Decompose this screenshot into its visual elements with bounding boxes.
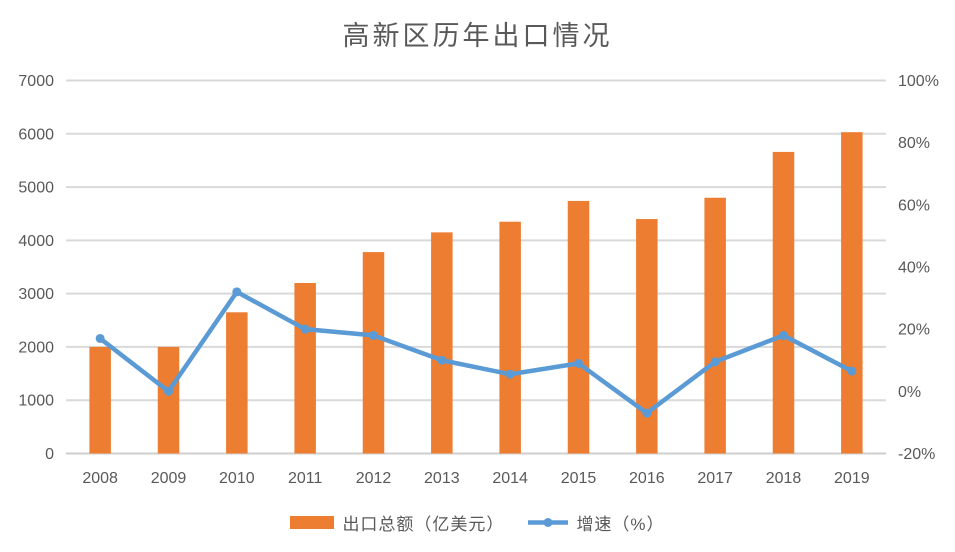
left-axis-label-2000: 2000 — [18, 339, 54, 356]
legend-label-growth: 增速（%） — [576, 515, 665, 534]
left-axis-label-6000: 6000 — [18, 126, 54, 143]
legend-bar-swatch — [290, 516, 335, 529]
legend-item-growth: 增速（%） — [528, 510, 664, 535]
growth-marker-2009 — [164, 386, 173, 396]
growth-line — [97, 289, 855, 416]
bar-2010 — [226, 312, 248, 454]
growth-marker-2011 — [300, 324, 310, 334]
right-axis-label-20%: 20% — [898, 322, 930, 339]
growth-marker-2013 — [437, 355, 447, 365]
x-axis-label-2010: 2010 — [219, 470, 255, 487]
bar-2013 — [431, 232, 453, 454]
x-axis-label-2016: 2016 — [629, 470, 665, 487]
left-axis-label-1000: 1000 — [18, 393, 54, 410]
bar-2016 — [636, 219, 658, 454]
left-axis-label-0: 0 — [45, 446, 54, 463]
legend-item-exports: 出口总额（亿美元） — [290, 510, 504, 535]
x-axis-label-2008: 2008 — [82, 470, 118, 487]
growth-marker-2015 — [574, 358, 583, 368]
x-axis-label-2011: 2011 — [288, 470, 323, 487]
bar-2012 — [362, 252, 385, 454]
growth-marker-2016 — [642, 408, 652, 418]
left-axis-label-3000: 3000 — [18, 286, 54, 303]
bar-2011 — [294, 282, 316, 454]
growth-marker-2008 — [95, 333, 105, 343]
right-axis-label-40%: 40% — [898, 260, 930, 277]
bar-2019 — [841, 132, 863, 454]
growth-marker-2012 — [369, 330, 378, 340]
bar-2014 — [499, 221, 521, 454]
x-axis-label-2019: 2019 — [834, 470, 870, 487]
legend-line-marker-icon — [528, 518, 569, 527]
right-axis-label-80%: 80% — [898, 135, 930, 152]
x-axis-label-2018: 2018 — [766, 470, 802, 487]
x-axis-label-2017: 2017 — [697, 470, 733, 487]
left-axis-label-7000: 7000 — [18, 73, 54, 90]
bar-2009 — [157, 346, 180, 454]
chart-legend: 出口总额（亿美元） 增速（%） — [0, 510, 955, 535]
bar-2018 — [772, 151, 795, 454]
growth-marker-2014 — [505, 369, 515, 379]
right-axis-label-100%: 100% — [898, 73, 939, 90]
x-axis-label-2013: 2013 — [424, 470, 460, 487]
right-axis-label-0%: 0% — [898, 384, 921, 401]
left-axis-label-4000: 4000 — [18, 233, 54, 250]
legend-label-exports: 出口总额（亿美元） — [342, 515, 505, 534]
bar-2008 — [89, 346, 111, 454]
growth-marker-2018 — [779, 330, 788, 340]
growth-marker-2017 — [710, 357, 720, 367]
right-axis-label-60%: 60% — [898, 197, 930, 214]
left-axis-label-5000: 5000 — [18, 180, 54, 197]
x-axis-label-2015: 2015 — [561, 470, 597, 487]
x-axis-label-2009: 2009 — [151, 470, 187, 487]
chart-title: 高新区历年出口情况 — [342, 21, 613, 52]
x-axis-label-2012: 2012 — [356, 470, 392, 487]
growth-marker-2019 — [847, 366, 857, 376]
growth-marker-2010 — [232, 287, 242, 297]
right-axis-label--20%: -20% — [898, 446, 935, 463]
bar-2017 — [704, 197, 726, 454]
x-axis-label-2014: 2014 — [492, 470, 528, 487]
bar-2015 — [567, 200, 590, 454]
